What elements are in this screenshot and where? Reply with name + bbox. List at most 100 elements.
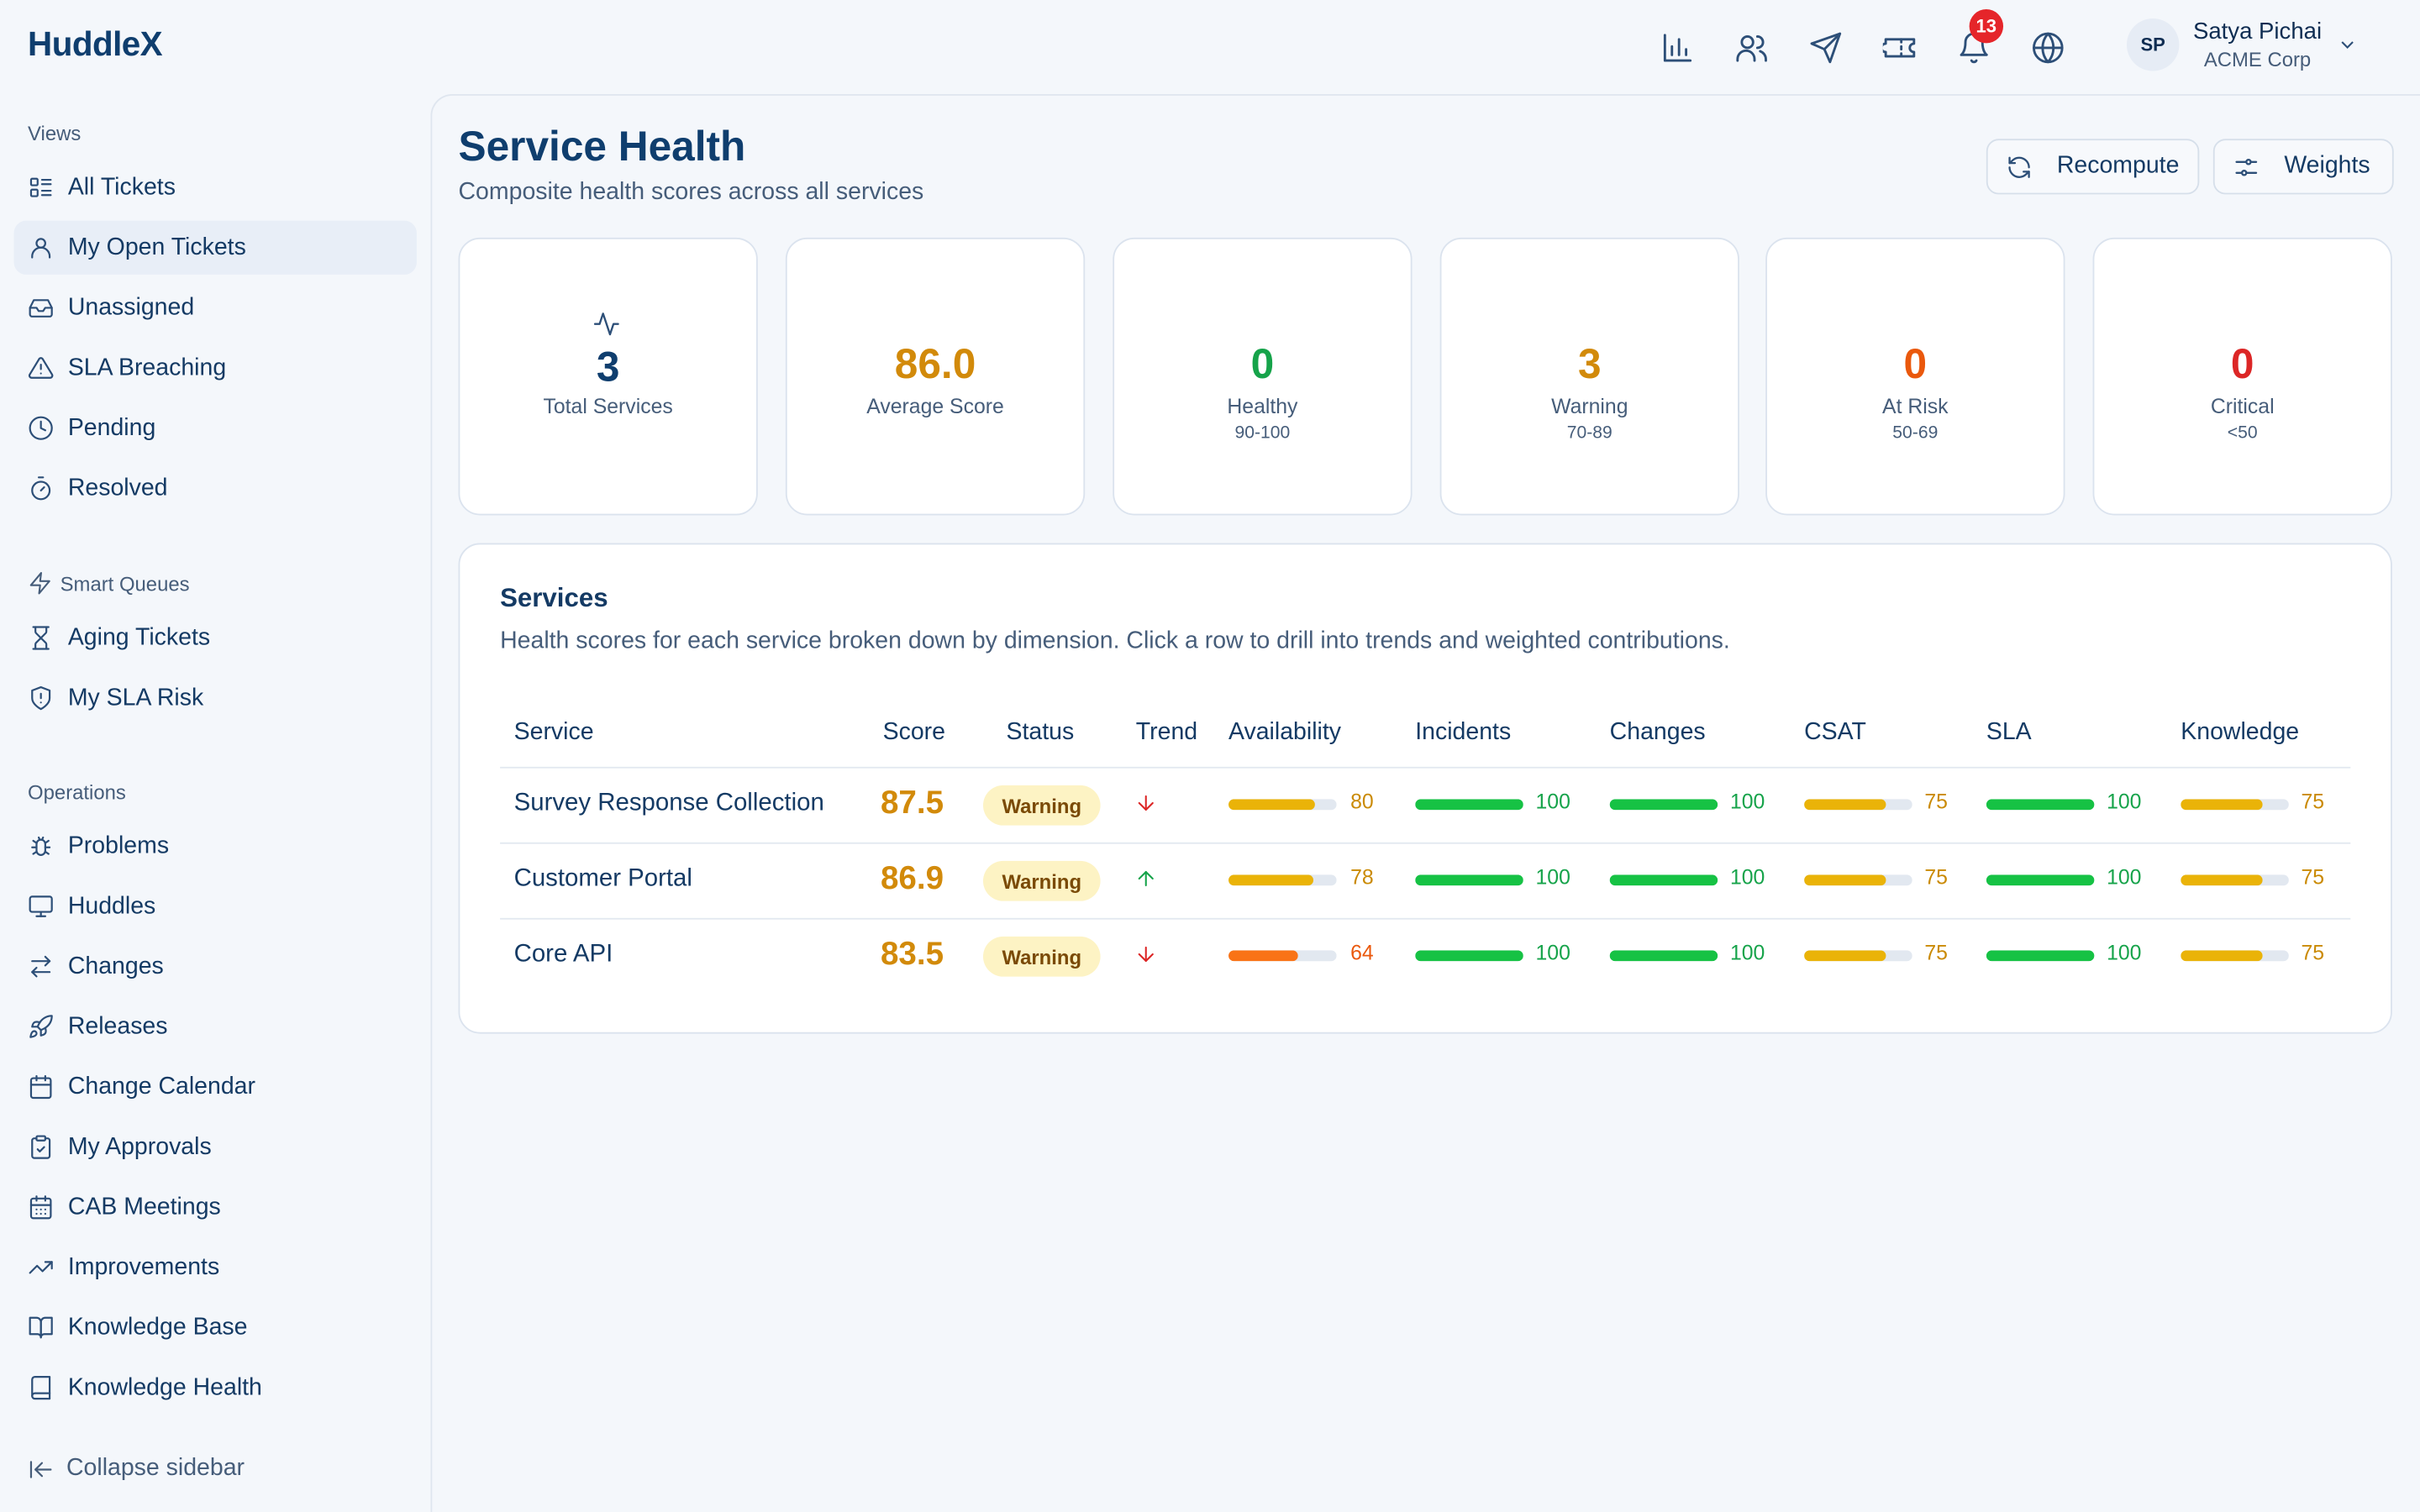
sidebar-item-label: My Open Tickets [67, 234, 246, 260]
page-subtitle: Composite health scores across all servi… [458, 179, 924, 206]
bell-icon[interactable]: 13 [1948, 9, 2004, 74]
sidebar-item-aging-tickets[interactable]: Aging Tickets [14, 611, 417, 664]
table-row[interactable]: Customer Portal 86.9 Warning 78 100 100 75 100 7… [500, 844, 2350, 918]
service-name: Survey Response Collection [513, 790, 824, 816]
send-icon[interactable] [1800, 22, 1852, 74]
swap-icon [31, 955, 51, 978]
dimension-bar [1986, 874, 2095, 886]
column-header-status[interactable]: Status [1006, 718, 1075, 746]
chevron-down-icon [2342, 41, 2354, 49]
sidebar-item-label: My SLA Risk [67, 684, 204, 711]
service-name: Core API [513, 941, 613, 968]
stat-card-warning: 3 Warning 70-89 [1439, 237, 1739, 516]
sidebar-item-label: Huddles [67, 892, 156, 919]
dimension-bar [1228, 950, 1337, 962]
shield-alert-icon [31, 685, 51, 711]
service-score: 83.5 [880, 936, 944, 973]
alert-triangle-icon [28, 357, 54, 379]
column-header-incidents[interactable]: Incidents [1415, 718, 1512, 746]
sidebar-item-improvements[interactable]: Improvements [14, 1241, 417, 1294]
recompute-label: Recompute [2056, 152, 2180, 180]
stat-range: 70-89 [1566, 424, 1612, 444]
stat-value: 0 [1903, 340, 1928, 388]
column-header-csat[interactable]: CSAT [1804, 718, 1866, 746]
sidebar-item-resolved[interactable]: Resolved [14, 461, 417, 515]
service-score: 87.5 [880, 785, 944, 822]
dimension-bar [2181, 950, 2289, 962]
trending-up-icon [29, 1261, 53, 1274]
sidebar-item-problems[interactable]: Problems [14, 819, 417, 873]
dimension-value: 100 [2107, 865, 2142, 889]
table-row[interactable]: Survey Response Collection 87.5 Warning 80 1… [500, 769, 2350, 843]
column-header-sla[interactable]: SLA [1986, 718, 2032, 746]
dimension-bar-fill [1609, 874, 1718, 886]
dimension-value: 64 [1350, 941, 1374, 964]
row-divider [500, 917, 2351, 920]
dimension-value: 78 [1350, 865, 1374, 889]
status-badge: Warning [982, 860, 1101, 901]
column-header-score[interactable]: Score [882, 718, 945, 746]
column-header-changes[interactable]: Changes [1609, 718, 1706, 746]
sidebar-item-sla-breaching[interactable]: SLA Breaching [14, 341, 417, 395]
calendar-grid-icon [29, 1195, 52, 1220]
weights-button[interactable]: Weights [2212, 139, 2394, 195]
sidebar-item-knowledge-base[interactable]: Knowledge Base [14, 1300, 417, 1354]
dimension-value: 100 [1535, 790, 1570, 813]
arrow-up-icon [1138, 870, 1154, 887]
sidebar-item-label: Releases [67, 1012, 168, 1040]
sidebar-item-my-open-tickets[interactable]: My Open Tickets [13, 220, 417, 275]
collapse-sidebar-label: Collapse sidebar [66, 1455, 245, 1482]
column-header-service[interactable]: Service [513, 718, 594, 746]
sidebar-item-change-calendar[interactable]: Change Calendar [14, 1060, 417, 1114]
sidebar-item-my-sla-risk[interactable]: My SLA Risk [14, 671, 417, 725]
dimension-value: 75 [2301, 941, 2325, 964]
dimension-value: 75 [2301, 865, 2325, 889]
bug-icon [31, 836, 51, 856]
collapse-sidebar-button[interactable]: Collapse sidebar [28, 1455, 245, 1483]
column-header-availability[interactable]: Availability [1228, 718, 1342, 746]
services-card: Services Health scores for each service … [458, 543, 2392, 1034]
recompute-button[interactable]: Recompute [1986, 139, 2200, 195]
dimension-bar-fill [1609, 799, 1718, 811]
arrow-down-icon [1138, 946, 1154, 963]
column-header-knowledge[interactable]: Knowledge [2181, 718, 2300, 746]
sidebar-item-huddles[interactable]: Huddles [14, 879, 417, 933]
bar-chart-icon[interactable] [1651, 22, 1703, 74]
dimension-bar [1609, 874, 1718, 886]
ticket-icon[interactable] [1874, 22, 1926, 74]
dimension-bar [1415, 950, 1523, 962]
column-header-trend[interactable]: Trend [1135, 718, 1198, 746]
sidebar-item-changes[interactable]: Changes [14, 940, 417, 994]
sidebar-item-label: Changes [67, 953, 164, 979]
stat-card-healthy: 0 Healthy 90-100 [1113, 237, 1413, 516]
list-icon [29, 177, 52, 197]
stat-range: <50 [2227, 424, 2258, 444]
dimension-value: 75 [2301, 790, 2325, 813]
sidebar-item-all-tickets[interactable]: All Tickets [14, 160, 417, 214]
table-row[interactable]: Core API 83.5 Warning 64 100 100 75 100 75 [500, 920, 2350, 994]
app-logo[interactable]: HuddleX [28, 24, 163, 64]
sidebar-item-releases[interactable]: Releases [14, 1000, 417, 1053]
users-icon[interactable] [1725, 22, 1777, 74]
notification-count-badge: 13 [1969, 9, 2004, 44]
sidebar-item-knowledge-health[interactable]: Knowledge Health [14, 1361, 417, 1415]
zap-icon [29, 571, 50, 595]
calendar-icon [29, 1074, 52, 1100]
sidebar-item-my-approvals[interactable]: My Approvals [14, 1120, 417, 1173]
sidebar-item-label: Change Calendar [67, 1073, 256, 1100]
dimension-value: 100 [1535, 941, 1570, 964]
globe-icon[interactable] [2022, 22, 2074, 74]
user-name: Satya Pichai [2192, 18, 2323, 45]
sidebar-item-label: SLA Breaching [67, 354, 227, 381]
sidebar-item-cab-meetings[interactable]: CAB Meetings [14, 1180, 417, 1234]
dimension-value: 100 [1729, 941, 1765, 964]
stat-label: Average Score [866, 395, 1004, 418]
stat-value: 86.0 [894, 340, 976, 388]
clock-icon [29, 416, 53, 440]
page-title: Service Health [458, 123, 746, 171]
user-menu[interactable]: SP Satya Pichai ACME Corp [2126, 18, 2359, 71]
sidebar-item-unassigned[interactable]: Unassigned [14, 281, 417, 334]
dimension-bar-fill [1228, 874, 1313, 886]
sidebar-item-pending[interactable]: Pending [14, 402, 417, 455]
row-divider [500, 842, 2351, 844]
